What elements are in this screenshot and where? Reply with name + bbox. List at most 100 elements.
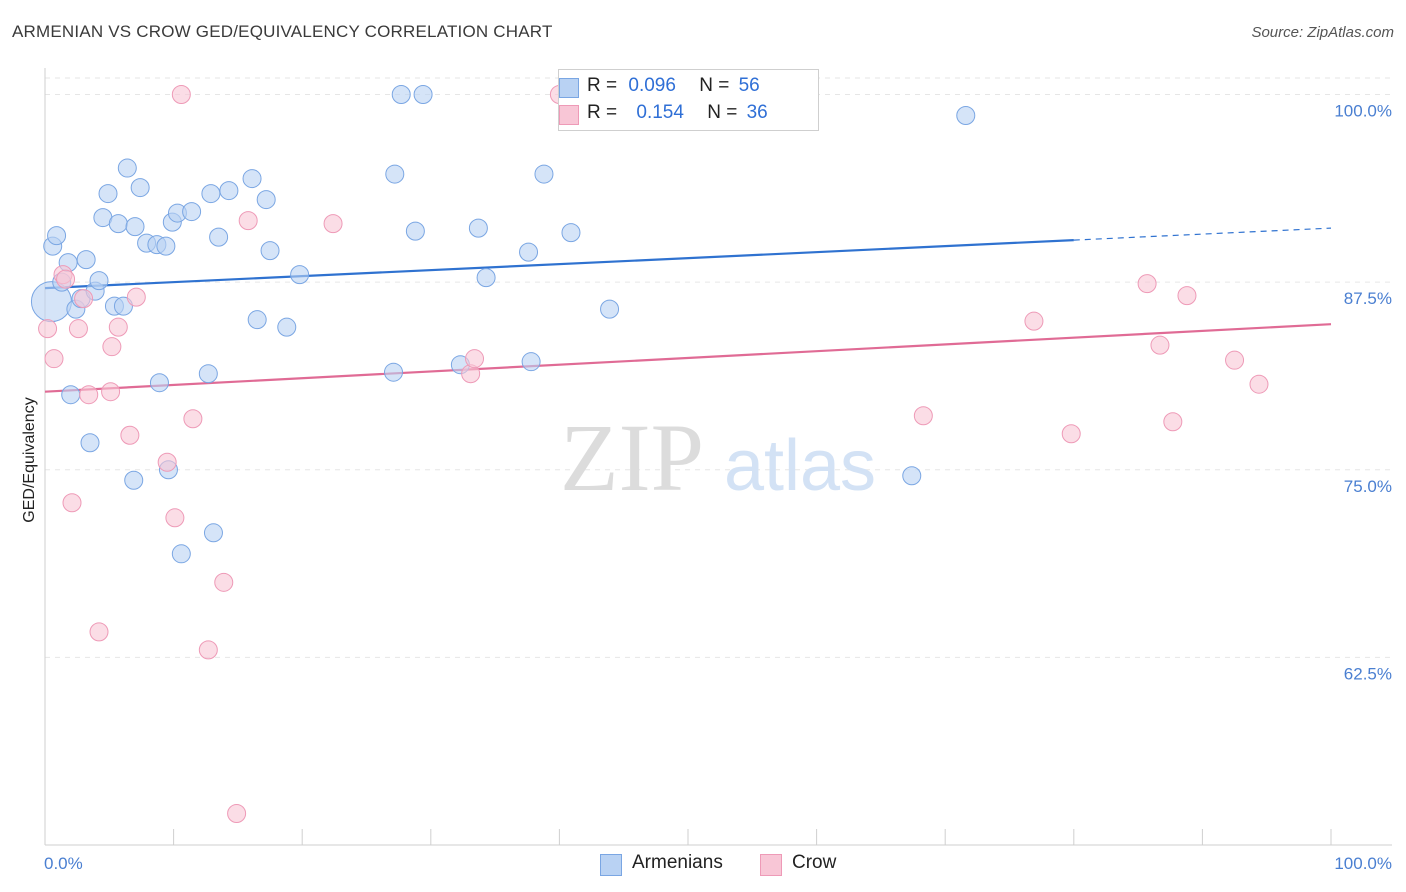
point-crow (1249, 374, 1269, 394)
point-armenians (391, 85, 411, 105)
legend-swatch-armenians (600, 854, 622, 876)
x-tick-label-max: 100.0% (1334, 854, 1392, 873)
legend-swatch-crow (760, 854, 782, 876)
point-crow (227, 803, 247, 823)
legend-n-value: 56 (738, 75, 760, 96)
point-armenians (156, 236, 176, 256)
point-armenians (124, 470, 144, 490)
legend-label-crow: Crow (792, 852, 837, 873)
point-crow (44, 349, 64, 369)
point-crow (1150, 335, 1170, 355)
point-armenians (413, 85, 433, 105)
point-armenians (149, 373, 169, 393)
point-armenians (902, 466, 922, 486)
gridlines (45, 77, 1392, 658)
legend-r-label: R = (587, 102, 618, 123)
point-crow (101, 382, 121, 402)
correlation-legend: R = 0.096 N = 56 R = 0.154 N = 36 (558, 69, 819, 131)
legend-label-armenians: Armenians (632, 852, 723, 873)
point-armenians (171, 544, 191, 564)
point-armenians (61, 385, 81, 405)
axes (44, 68, 1392, 846)
point-crow (1163, 412, 1183, 432)
legend-n-label: N = (707, 102, 738, 123)
point-armenians (89, 271, 109, 291)
point-armenians (561, 223, 581, 243)
point-armenians (534, 164, 554, 184)
point-armenians (80, 433, 100, 453)
point-crow (89, 622, 109, 642)
point-armenians (242, 169, 262, 189)
trend-line-crow (44, 323, 1332, 393)
point-crow (171, 85, 191, 105)
y-tick-label: 87.5% (1344, 289, 1392, 308)
point-armenians (256, 190, 276, 210)
y-tick-label: 75.0% (1344, 477, 1392, 496)
point-crow (1177, 286, 1197, 306)
point-crow (120, 425, 140, 445)
point-crow (323, 214, 343, 234)
point-crow (1061, 424, 1081, 444)
point-armenians (125, 217, 145, 237)
point-armenians (468, 218, 488, 238)
legend-r-value: 0.096 (628, 75, 676, 96)
point-armenians (384, 362, 404, 382)
point-crow (108, 317, 128, 337)
point-crow (165, 508, 185, 528)
point-armenians (219, 181, 239, 201)
source-label: Source: ZipAtlas.com (1251, 24, 1394, 41)
watermark: ZIP atlas (560, 404, 876, 511)
data-points (30, 85, 1269, 823)
trend-lines (44, 227, 1332, 393)
point-crow (214, 572, 234, 592)
point-crow (79, 385, 99, 405)
y-tick-label: 100.0% (1334, 102, 1392, 121)
point-crow (157, 452, 177, 472)
point-crow (465, 349, 485, 369)
legend-r-value: 0.154 (636, 102, 684, 123)
point-armenians (203, 523, 223, 543)
trend-line-armenians (44, 239, 1074, 290)
point-crow (74, 289, 94, 309)
point-armenians (600, 299, 620, 319)
point-crow (183, 409, 203, 429)
watermark-atlas: atlas (724, 426, 876, 506)
legend-n-value: 36 (746, 102, 768, 123)
point-crow (126, 287, 146, 307)
legend-swatch-armenians (559, 78, 579, 98)
point-armenians (247, 310, 267, 330)
point-armenians (47, 226, 67, 246)
point-armenians (277, 317, 297, 337)
point-crow (238, 211, 258, 231)
point-crow (62, 493, 82, 513)
x-tick-label-min: 0.0% (44, 854, 83, 873)
point-armenians (117, 158, 137, 178)
point-armenians (476, 268, 496, 288)
point-crow (913, 406, 933, 426)
point-crow (56, 269, 76, 289)
point-armenians (521, 352, 541, 372)
point-armenians (76, 250, 96, 270)
point-armenians (201, 184, 221, 204)
point-armenians (209, 227, 229, 247)
point-armenians (519, 242, 539, 262)
y-tick-label: 62.5% (1344, 664, 1392, 683)
point-armenians (405, 221, 425, 241)
point-armenians (385, 164, 405, 184)
point-crow (1225, 350, 1245, 370)
point-armenians (98, 184, 118, 204)
point-crow (198, 640, 218, 660)
point-crow (38, 319, 58, 339)
chart-title: ARMENIAN VS CROW GED/EQUIVALENCY CORRELA… (12, 22, 553, 41)
point-crow (102, 337, 122, 357)
legend-row-armenians: R = 0.096 N = 56 (559, 75, 760, 101)
point-armenians (130, 178, 150, 198)
watermark-zip: ZIP (560, 404, 704, 511)
point-armenians (260, 241, 280, 261)
trend-extension-armenians (1073, 227, 1332, 241)
legend-n-label: N = (699, 75, 730, 96)
point-armenians (198, 364, 218, 384)
point-armenians (290, 265, 310, 285)
tick-labels: 62.5% 75.0% 87.5% 100.0% 0.0% 100.0% (44, 102, 1392, 873)
